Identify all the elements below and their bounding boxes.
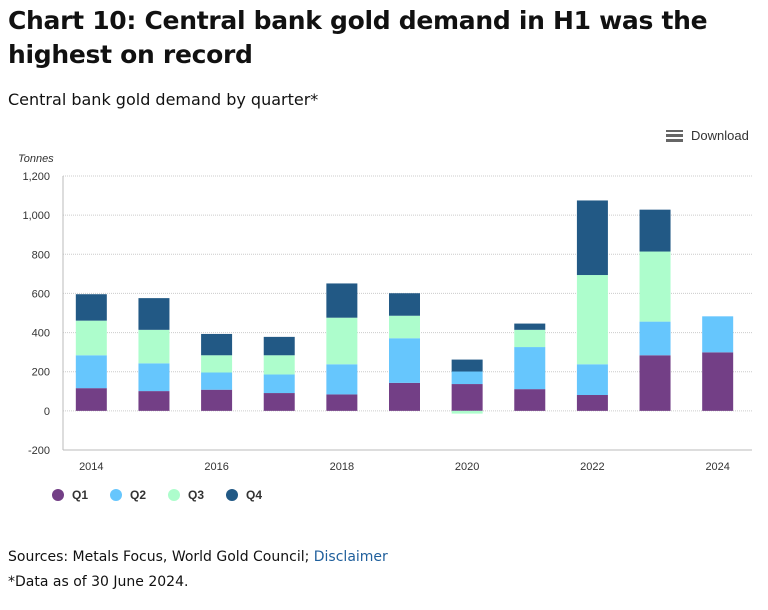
- sources-text: Sources: Metals Focus, World Gold Counci…: [8, 549, 314, 565]
- x-tick-label: 2014: [79, 461, 103, 473]
- y-tick-label: 0: [44, 406, 50, 418]
- bar-q1-2018: [326, 394, 358, 411]
- bar-q3-2020: [451, 410, 483, 414]
- data-note: *Data as of 30 June 2024.: [8, 574, 189, 590]
- bar-q2-2015: [138, 363, 170, 392]
- legend-item-q1[interactable]: Q1: [52, 488, 88, 502]
- y-axis-label: Tonnes: [18, 153, 54, 165]
- bar-q4-2019: [389, 293, 420, 316]
- bar-q3-2019: [389, 315, 420, 339]
- legend-swatch: [52, 489, 64, 501]
- bar-q4-2015: [138, 298, 170, 330]
- bar-q2-2014: [75, 355, 107, 389]
- download-button[interactable]: Download: [666, 128, 749, 143]
- bar-q4-2014: [75, 294, 107, 321]
- chart-title: Chart 10: Central bank gold demand in H1…: [8, 6, 708, 69]
- bar-q1-2014: [75, 388, 107, 411]
- bar-q4-2018: [326, 283, 358, 318]
- y-tick-label: 600: [32, 288, 50, 300]
- x-tick-label: 2018: [330, 461, 354, 473]
- legend-item-q2[interactable]: Q2: [110, 488, 146, 502]
- legend-label: Q2: [130, 488, 147, 502]
- bar-q1-2022: [576, 395, 608, 411]
- bar-q2-2021: [514, 347, 546, 390]
- bar-q2-2020: [451, 371, 483, 385]
- disclaimer-link[interactable]: Disclaimer: [313, 549, 388, 565]
- download-label: Download: [691, 128, 749, 143]
- sources: Sources: Metals Focus, World Gold Counci…: [8, 549, 388, 565]
- legend-swatch: [110, 489, 123, 501]
- bar-q1-2016: [201, 389, 233, 411]
- bar-q3-2014: [75, 320, 107, 356]
- bar-q3-2023: [639, 251, 671, 322]
- bar-q3-2021: [514, 329, 546, 348]
- bar-q2-2018: [326, 364, 358, 395]
- bar-q4-2021: [514, 323, 546, 330]
- x-tick-label: 2022: [580, 461, 604, 473]
- bar-q4-2023: [639, 209, 671, 252]
- legend-item-q4[interactable]: Q4: [226, 488, 262, 502]
- chart-subtitle: Central bank gold demand by quarter*: [8, 90, 319, 109]
- bar-q4-2020: [451, 359, 483, 372]
- chart-plot: -200 0 200 400 600 800 1,000 1,200 2014 2016 2018 2…: [22, 171, 752, 473]
- bar-q1-2024: [702, 352, 734, 411]
- legend-label: Q4: [246, 488, 263, 502]
- x-tick-label: 2016: [204, 461, 228, 473]
- bar-q4-2016: [201, 333, 233, 356]
- x-tick-label: 2020: [455, 461, 479, 473]
- bar-q1-2015: [138, 391, 170, 411]
- bar-q1-2020: [451, 384, 483, 411]
- legend-label: Q3: [188, 488, 205, 502]
- bar-q1-2023: [639, 355, 671, 411]
- bar-q3-2018: [326, 317, 358, 365]
- bar-q3-2017: [263, 355, 295, 375]
- bar-q2-2019: [389, 338, 420, 383]
- y-tick-label: 1,000: [22, 210, 50, 222]
- bar-q3-2016: [201, 355, 233, 373]
- bar-q1-2021: [514, 389, 546, 411]
- legend: Q1 Q2 Q3 Q4: [52, 488, 262, 502]
- legend-swatch: [226, 489, 239, 501]
- bar-q2-2016: [201, 372, 233, 390]
- bar-q3-2022: [576, 275, 608, 365]
- legend-item-q3[interactable]: Q3: [168, 488, 204, 502]
- bar-q1-2019: [389, 382, 420, 411]
- menu-icon: [666, 129, 683, 142]
- y-tick-label: 400: [32, 328, 50, 340]
- y-tick-label: 200: [32, 367, 50, 379]
- bar-q2-2017: [263, 374, 295, 394]
- x-tick-label: 2024: [705, 461, 729, 473]
- bar-q3-2015: [138, 329, 170, 364]
- bar-q4-2022: [576, 200, 608, 276]
- legend-label: Q1: [72, 488, 89, 502]
- bar-q4-2017: [263, 336, 295, 356]
- bar-q2-2023: [639, 321, 671, 356]
- legend-swatch: [168, 489, 181, 501]
- bar-q2-2022: [576, 364, 608, 396]
- y-tick-label: 1,200: [22, 171, 50, 183]
- bar-q2-2024: [702, 316, 734, 353]
- bar-q1-2017: [263, 393, 295, 411]
- y-tick-label: 800: [32, 249, 50, 261]
- y-tick-label: -200: [28, 445, 50, 457]
